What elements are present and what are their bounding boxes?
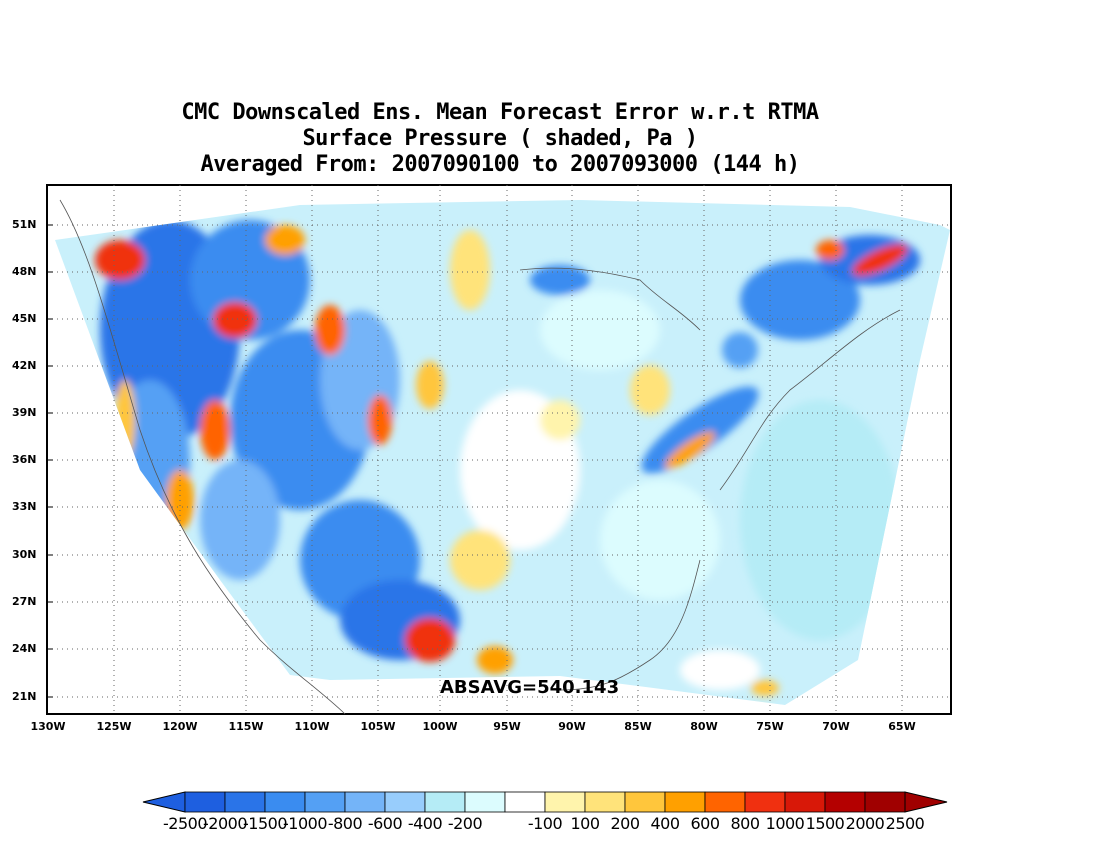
lat-label: 36N (12, 453, 37, 466)
colorbar-label: 200 (610, 814, 640, 833)
colorbar-label: -100 (527, 814, 563, 833)
colorbar-swatch (464, 791, 506, 813)
colorbar-label: 800 (730, 814, 760, 833)
lat-label: 51N (12, 218, 37, 231)
lon-label: 80W (690, 720, 718, 733)
colorbar-swatch (584, 791, 626, 813)
colorbar-label: -1500 (243, 814, 288, 833)
title-block: CMC Downscaled Ens. Mean Forecast Error … (0, 100, 1000, 178)
colorbar-swatch (864, 791, 906, 813)
title-line-2: Surface Pressure ( shaded, Pa ) (302, 126, 698, 151)
colorbar-swatch (344, 791, 386, 813)
colorbar-swatch (544, 791, 586, 813)
colorbar-swatch (424, 791, 466, 813)
lat-label: 27N (12, 595, 37, 608)
axis-ticks (47, 224, 53, 698)
colorbar-label: -800 (327, 814, 363, 833)
colorbar (142, 791, 948, 813)
colorbar-swatch (224, 791, 266, 813)
lon-label: 100W (422, 720, 458, 733)
colorbar-label: 1500 (805, 814, 845, 833)
lat-label: 42N (12, 359, 37, 372)
colorbar-arrow-right (904, 791, 948, 813)
lon-label: 110W (294, 720, 330, 733)
colorbar-label: 2500 (885, 814, 925, 833)
lon-label: 120W (162, 720, 198, 733)
lat-label: 48N (12, 265, 37, 278)
colorbar-swatch (784, 791, 826, 813)
lon-label: 105W (360, 720, 396, 733)
colorbar-label: 1000 (765, 814, 805, 833)
colorbar-label: -600 (367, 814, 403, 833)
colorbar-label: -2000 (203, 814, 248, 833)
colorbar-swatch (384, 791, 426, 813)
colorbar-label: -2500 (163, 814, 208, 833)
lat-label: 33N (12, 500, 37, 513)
lat-label: 39N (12, 406, 37, 419)
colorbar-label: 2000 (845, 814, 885, 833)
lon-label: 125W (96, 720, 132, 733)
coastlines (59, 199, 901, 715)
colorbar-label: -200 (447, 814, 483, 833)
lat-label: 21N (12, 690, 37, 703)
colorbar-label: 600 (690, 814, 720, 833)
colorbar-swatch (264, 791, 306, 813)
colorbar-arrow-left (142, 791, 186, 813)
title-line-3: Averaged From: 2007090100 to 2007093000 … (200, 152, 800, 177)
colorbar-swatch (824, 791, 866, 813)
absavg-annotation: ABSAVG=540.143 (440, 677, 620, 698)
colorbar-swatch (704, 791, 746, 813)
lon-label: 90W (558, 720, 586, 733)
colorbar-swatch (304, 791, 346, 813)
lat-label: 24N (12, 642, 37, 655)
lon-label: 85W (624, 720, 652, 733)
colorbar-label: 400 (650, 814, 680, 833)
lat-label: 45N (12, 312, 37, 325)
colorbar-label: -1000 (283, 814, 328, 833)
colorbar-swatch (664, 791, 706, 813)
lon-label: 95W (493, 720, 521, 733)
title-line-1: CMC Downscaled Ens. Mean Forecast Error … (181, 100, 819, 125)
colorbar-swatch (184, 791, 226, 813)
colorbar-swatch (744, 791, 786, 813)
lon-label: 130W (30, 720, 66, 733)
lon-label: 70W (822, 720, 850, 733)
lat-label: 30N (12, 548, 37, 561)
colorbar-label: -400 (407, 814, 443, 833)
lon-label: 65W (888, 720, 916, 733)
colorbar-label: 100 (570, 814, 600, 833)
graticule (47, 185, 951, 714)
lon-label: 75W (756, 720, 784, 733)
colorbar-swatch (504, 791, 546, 813)
colorbar-swatch (624, 791, 666, 813)
lon-label: 115W (228, 720, 264, 733)
